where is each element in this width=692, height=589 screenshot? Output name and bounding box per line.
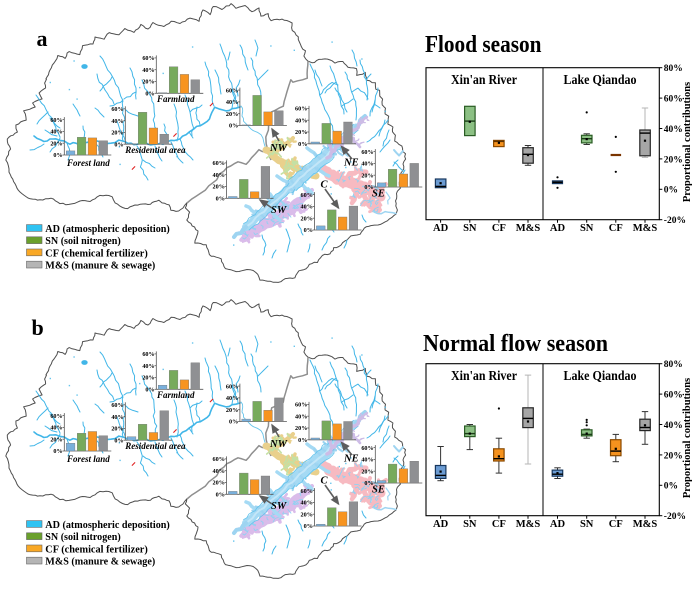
- svg-text:40%: 40%: [664, 125, 683, 135]
- svg-text:Normal flow season: Normal flow season: [423, 331, 608, 357]
- svg-text:Lake Qiandao: Lake Qiandao: [564, 369, 637, 384]
- svg-text:80%: 80%: [664, 64, 683, 74]
- svg-text:SN: SN: [463, 223, 477, 234]
- svg-text:60%: 60%: [664, 95, 683, 105]
- svg-text:CF: CF: [609, 223, 623, 234]
- svg-text:-20%: -20%: [664, 512, 686, 522]
- svg-text:Xin'an River: Xin'an River: [451, 73, 517, 88]
- svg-text:SN: SN: [580, 519, 594, 530]
- svg-text:AD: AD: [433, 223, 449, 234]
- svg-text:b: b: [32, 315, 44, 340]
- svg-text:60%: 60%: [664, 391, 683, 401]
- svg-text:Proportional contributions: Proportional contributions: [682, 82, 692, 202]
- svg-text:-20%: -20%: [664, 216, 686, 226]
- svg-text:Flood season: Flood season: [425, 32, 542, 58]
- svg-text:M&S: M&S: [633, 223, 658, 234]
- svg-text:40%: 40%: [664, 421, 683, 431]
- svg-text:20%: 20%: [664, 451, 683, 461]
- svg-text:AD: AD: [550, 519, 566, 530]
- svg-text:0%: 0%: [664, 186, 678, 196]
- svg-text:20%: 20%: [664, 155, 683, 165]
- svg-text:SN: SN: [580, 223, 594, 234]
- svg-text:CF: CF: [492, 519, 506, 530]
- svg-text:0%: 0%: [664, 482, 678, 492]
- svg-text:CF: CF: [609, 519, 623, 530]
- svg-text:80%: 80%: [664, 360, 683, 370]
- svg-text:CF: CF: [492, 223, 506, 234]
- svg-text:M&S: M&S: [516, 223, 541, 234]
- svg-text:M&S: M&S: [633, 519, 658, 530]
- svg-text:Proportional contributions: Proportional contributions: [682, 378, 692, 498]
- svg-text:a: a: [37, 26, 48, 51]
- svg-text:SN: SN: [463, 519, 477, 530]
- svg-text:AD: AD: [433, 519, 449, 530]
- svg-text:Lake Qiandao: Lake Qiandao: [564, 73, 637, 88]
- svg-text:Xin'an River: Xin'an River: [451, 369, 517, 384]
- svg-text:AD: AD: [550, 223, 566, 234]
- svg-text:M&S: M&S: [516, 519, 541, 530]
